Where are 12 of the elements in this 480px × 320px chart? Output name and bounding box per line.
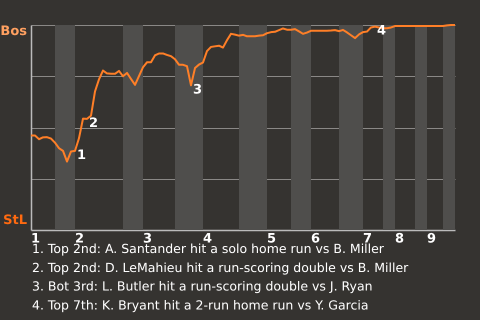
text: 3. Bot 3rd: L. Butler hit a run-scoring double vs J. Ryan [32,278,373,294]
text: 2. Top 2nd: D. LeMahieu hit a run-scoring double vs B. Miller [32,260,410,275]
x-tick-label: 6 [310,232,320,246]
annotation: 1 [77,148,86,163]
x-tick-label: 5 [266,232,276,246]
x-tick-label: 8 [394,232,404,246]
text: Bos [0,24,28,39]
text: StL [3,213,27,228]
annotation: 3 [193,82,202,98]
x-tick-label: 9 [426,232,436,246]
annotation: 2 [89,116,98,131]
text: 4. Top 7th: K. Bryant hit a 2-run home run vs Y. Garcia [32,297,368,312]
